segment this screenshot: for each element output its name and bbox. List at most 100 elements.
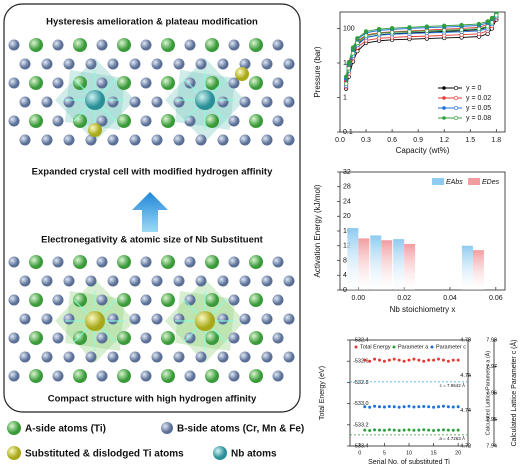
b-site-atom <box>41 313 53 325</box>
point <box>363 33 369 38</box>
point <box>456 358 460 362</box>
axis-label: Activation Energy (kJ/mol) <box>313 184 322 277</box>
point <box>451 405 455 409</box>
point <box>355 40 360 46</box>
point <box>346 66 351 71</box>
crystal-structures <box>8 38 295 383</box>
b-site-atom <box>140 256 152 268</box>
point <box>407 358 411 362</box>
b-site-atom <box>140 332 152 344</box>
b-site-atom <box>173 134 185 146</box>
point <box>427 428 431 432</box>
b-site-atom <box>283 313 295 325</box>
point <box>378 428 381 432</box>
point <box>350 51 356 56</box>
b-site-atom <box>283 134 295 146</box>
b-site-atom <box>41 134 53 146</box>
a-site-atom <box>29 76 43 90</box>
legend-marker <box>453 95 459 101</box>
point <box>432 405 436 409</box>
point <box>343 81 349 86</box>
b-site-atom <box>261 275 273 287</box>
b-site-atom <box>41 351 53 363</box>
b-site-atom <box>129 351 141 363</box>
b-site-atom <box>184 370 196 382</box>
b-site-atom <box>239 58 251 70</box>
legend-marker <box>392 345 396 349</box>
point <box>489 20 495 25</box>
b-site-atom <box>272 256 284 268</box>
b-site-atom <box>239 275 251 287</box>
a-site-atom <box>117 255 131 269</box>
b-site-atom <box>8 370 20 382</box>
bar <box>370 235 382 290</box>
b-site-atom <box>85 275 97 287</box>
y-tick-label: 8 <box>343 257 347 264</box>
legend-text: B-side atoms (Cr, Mn & Fe) <box>177 424 304 435</box>
b-site-atom <box>184 256 196 268</box>
axis-label: Capacity (wt%) <box>396 146 450 155</box>
b-site-atom <box>228 332 240 344</box>
y-tick-label: 7.94 <box>486 443 497 449</box>
b-site-atom <box>217 58 229 70</box>
b-site-atom <box>173 313 185 325</box>
point <box>424 28 429 34</box>
point <box>373 404 377 408</box>
a-site-atom <box>205 76 219 90</box>
b-site-atom <box>228 256 240 268</box>
legend-text: Total Energy <box>360 344 391 350</box>
point <box>392 357 396 361</box>
b-site-atom <box>239 313 251 325</box>
b-site-atom <box>283 275 295 287</box>
a-site-atom <box>205 38 219 52</box>
x-tick-label: 0.02 <box>397 295 411 302</box>
b-site-atom <box>228 115 240 127</box>
y-tick-label: 0.1 <box>343 129 353 136</box>
b-site-atom <box>63 313 75 325</box>
point <box>378 358 381 362</box>
b-site-atom <box>96 256 108 268</box>
a-site-atom <box>161 331 175 345</box>
b-site-atom <box>63 96 75 108</box>
b-site-atom <box>195 134 207 146</box>
y-tick-label: -533.0 <box>353 401 369 407</box>
point <box>417 358 421 362</box>
b-site-atom <box>261 313 273 325</box>
point <box>397 428 401 432</box>
top-title: Hysteresis amelioration & plateau modifi… <box>46 17 258 28</box>
b-site-atom <box>228 294 240 306</box>
a-site-atom <box>117 38 131 52</box>
a-site-atom <box>117 331 131 345</box>
a-site-atom <box>161 293 175 307</box>
b-site-atom <box>52 294 64 306</box>
center-atom <box>85 90 105 110</box>
point <box>424 24 429 29</box>
point <box>432 358 436 362</box>
a-site-atom <box>249 331 263 345</box>
a-site-atom <box>249 76 263 90</box>
b-site-atom <box>184 77 196 89</box>
center-atom <box>195 90 215 110</box>
a-site-atom <box>73 38 87 52</box>
b-site-atom <box>52 256 64 268</box>
point <box>441 358 445 362</box>
up-arrow <box>132 192 168 232</box>
point <box>373 357 377 361</box>
legend-text: Substituted & dislodged Ti atoms <box>25 449 184 460</box>
legend-icon <box>213 446 227 460</box>
b-site-atom <box>228 77 240 89</box>
x-tick-label: 0.04 <box>443 295 457 302</box>
x-tick-label: 20 <box>455 450 461 456</box>
y-tick-label: 7.97 <box>486 364 497 370</box>
b-site-atom <box>184 332 196 344</box>
a-site-atom <box>29 38 43 52</box>
b-site-atom <box>283 96 295 108</box>
y-tick-label: 4.76 <box>460 373 471 379</box>
b-site-atom <box>8 39 20 51</box>
point <box>476 26 482 31</box>
a-site-atom <box>161 76 175 90</box>
y-tick-label: 7.95 <box>486 417 497 423</box>
reference-label: a = 4.7263 Å <box>439 435 465 441</box>
legend-text: A-side atoms (Ti) <box>25 424 106 435</box>
b-site-atom <box>107 58 119 70</box>
